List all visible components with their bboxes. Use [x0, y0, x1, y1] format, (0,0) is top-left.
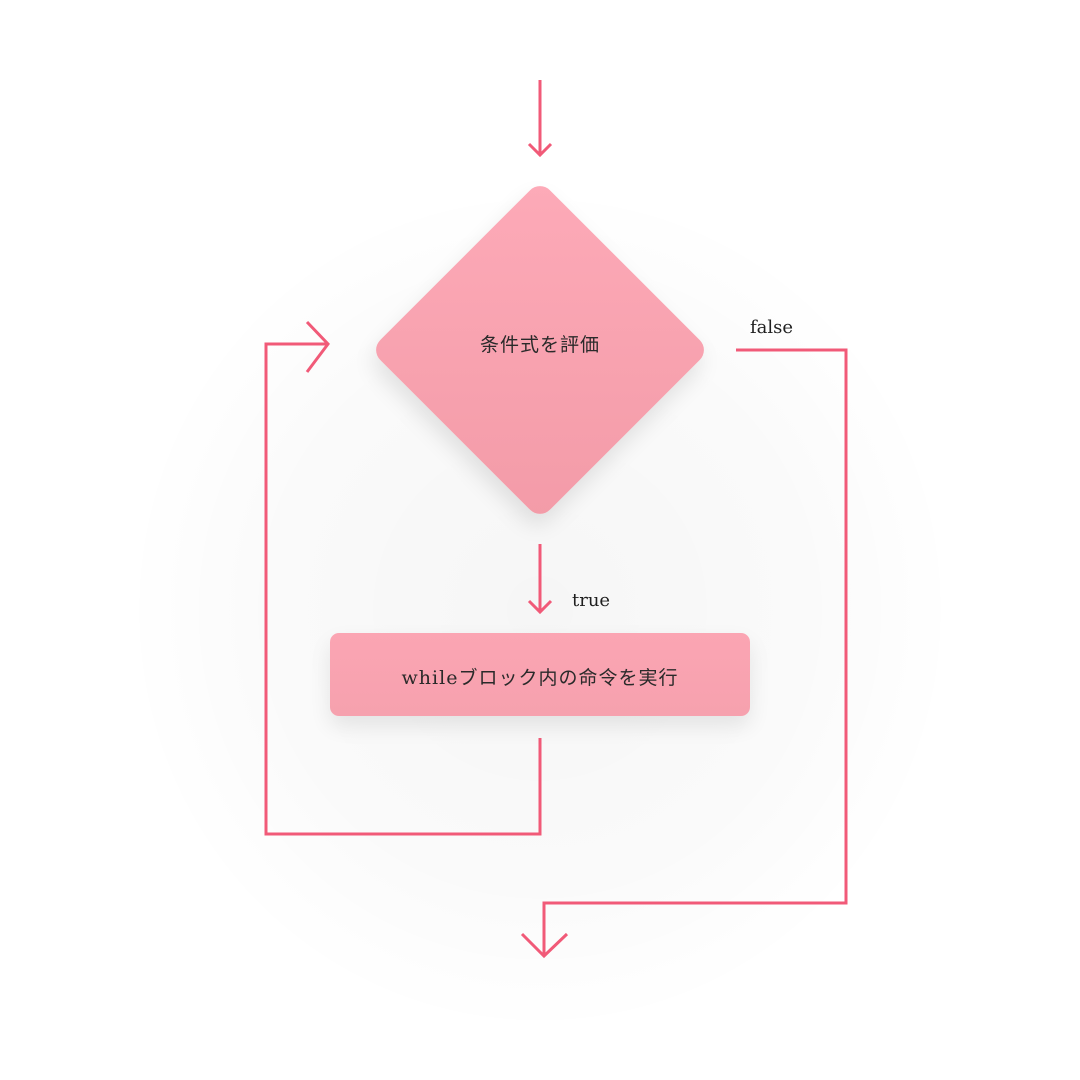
- false-exit-arrowhead: [520, 932, 569, 959]
- true-arrowhead: [527, 599, 553, 615]
- false-edge-label: false: [750, 317, 794, 338]
- process-label: whileブロック内の命令を実行: [401, 667, 679, 689]
- loop-back-line: [264, 342, 542, 836]
- entry-arrowhead: [527, 142, 553, 158]
- loop-back-arrowhead: [305, 320, 330, 373]
- decision-node: 条件式を評価: [370, 180, 710, 520]
- false-exit-line: [542, 348, 848, 956]
- true-edge-label: true: [572, 590, 611, 611]
- process-node: whileブロック内の命令を実行: [330, 633, 750, 716]
- decision-label: 条件式を評価: [479, 334, 600, 356]
